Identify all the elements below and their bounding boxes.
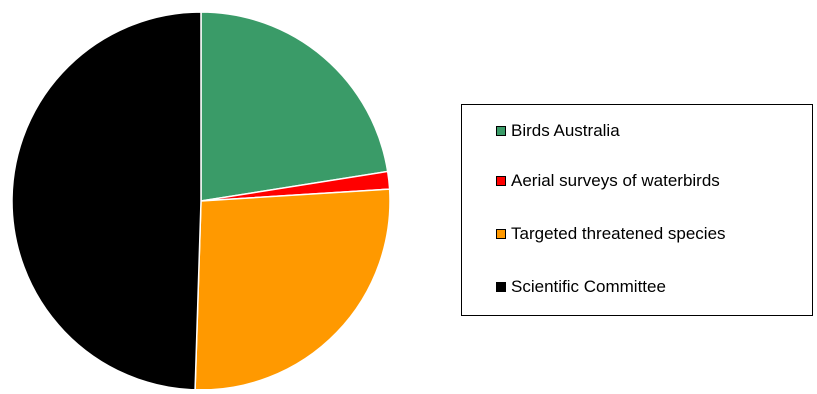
legend-item-targeted-threatened: Targeted threatened species <box>496 224 726 244</box>
legend-label: Targeted threatened species <box>511 224 726 243</box>
legend-swatch-targeted-threatened <box>496 229 506 239</box>
pie-slice-targeted-threatened-species <box>194 188 391 391</box>
legend-label: Aerial surveys of waterbirds <box>511 171 720 190</box>
legend-label: Birds Australia <box>511 121 620 140</box>
legend-label: Scientific Committee <box>511 277 666 296</box>
pie-slice-birds-australia <box>200 11 389 202</box>
legend-swatch-birds-australia <box>496 126 506 136</box>
legend-swatch-aerial-surveys <box>496 176 506 186</box>
legend-item-aerial-surveys: Aerial surveys of waterbirds <box>496 171 720 191</box>
pie-slice-scientific-committee <box>11 11 202 391</box>
legend: Birds Australia Aerial surveys of waterb… <box>461 104 813 316</box>
legend-item-scientific-committee: Scientific Committee <box>496 277 666 297</box>
legend-item-birds-australia: Birds Australia <box>496 121 620 141</box>
legend-swatch-scientific-committee <box>496 282 506 292</box>
